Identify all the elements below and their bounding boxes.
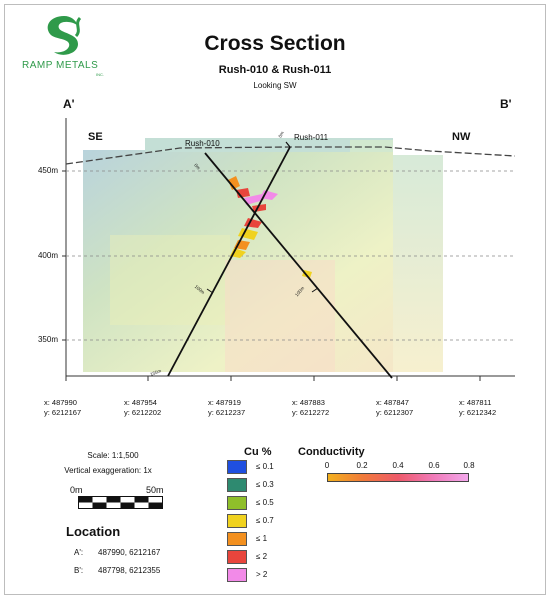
cu-legend-swatch	[227, 550, 247, 564]
figure-frame	[4, 4, 546, 595]
elevation-label: 450m	[37, 166, 58, 175]
cu-legend-title: Cu %	[244, 446, 272, 458]
location-a-label: A':	[74, 548, 84, 557]
cu-legend-label: ≤ 0.7	[256, 516, 274, 525]
cross-section-plot	[62, 118, 516, 381]
page-subtitle: Rush-010 & Rush-011	[218, 64, 332, 76]
coord-label-5: x: 487847 y: 6212307	[376, 398, 414, 417]
coord-label-2: x: 487954 y: 6212202	[124, 398, 162, 417]
logo-wordmark: RAMP METALS	[22, 60, 99, 71]
model-block-top-right	[350, 140, 393, 152]
coord-label-6: x: 487811 y: 6212342	[459, 398, 497, 417]
conductivity-tick: 0.8	[463, 461, 475, 470]
direction-nw: NW	[452, 131, 471, 143]
cu-legend-label: ≤ 2	[256, 552, 268, 561]
cu-legend-swatch	[227, 496, 247, 510]
vertical-exaggeration: Vertical exaggeration: 1x	[64, 466, 152, 475]
conductivity-tick: 0.2	[356, 461, 368, 470]
depth-tick	[206, 288, 214, 294]
conductivity-title: Conductivity	[298, 446, 365, 458]
drillhole-rush-011-trace	[167, 146, 291, 377]
coord-label-1: x: 487990 y: 6212167	[44, 398, 82, 417]
location-b-label: B':	[74, 566, 84, 575]
conductivity-tick: 0.4	[392, 461, 404, 470]
cu-interval	[260, 190, 278, 200]
logo-suffix: INC.	[96, 72, 104, 77]
scale-bar	[78, 496, 163, 509]
location-title: Location	[66, 524, 121, 539]
cu-interval	[244, 194, 264, 205]
model-block-top	[145, 138, 393, 152]
drillhole-collar-tick	[285, 141, 291, 148]
depth-tick	[311, 287, 319, 293]
section-end-left: A'	[63, 97, 75, 111]
scale-text: Scale: 1:1,500	[87, 451, 139, 460]
elevation-label: 350m	[37, 335, 58, 344]
ramp-logo-icon	[47, 16, 82, 55]
cu-legend-swatch	[227, 514, 247, 528]
coord-label-4: x: 487883 y: 6212272	[292, 398, 330, 417]
direction-se: SE	[88, 131, 103, 143]
model-zone-mid	[110, 235, 230, 325]
location-a-value: 487990, 6212167	[98, 548, 161, 557]
cu-legend-label: ≤ 0.3	[256, 480, 274, 489]
elevation-label: 400m	[37, 251, 58, 260]
scale-bar-end-label: 50m	[146, 485, 164, 495]
topographic-surface	[65, 146, 516, 165]
drillhole-rush-011-label: Rush-011	[294, 133, 329, 142]
cu-legend-label: > 2	[256, 570, 268, 579]
location-b-value: 487798, 6212355	[98, 566, 161, 575]
conductivity-tick: 0.6	[428, 461, 440, 470]
conductivity-tick: 0	[324, 461, 330, 470]
section-end-right: B'	[500, 97, 512, 111]
drillhole-rush-010-trace	[204, 152, 393, 379]
cu-legend-swatch	[227, 532, 247, 546]
cu-legend-swatch	[227, 568, 247, 582]
cu-legend-swatch	[227, 460, 247, 474]
cu-interval	[228, 176, 240, 190]
view-direction: Looking SW	[253, 81, 297, 90]
cu-legend-label: ≤ 0.5	[256, 498, 274, 507]
cu-interval	[234, 240, 250, 250]
cu-legend-label: ≤ 1	[256, 534, 268, 543]
page-title: Cross Section	[204, 32, 346, 55]
model-block-right	[393, 155, 443, 372]
cu-legend-swatch	[227, 478, 247, 492]
scale-bar-start-label: 0m	[70, 485, 83, 495]
drillhole-rush-010-label: Rush-010	[185, 139, 220, 148]
coord-label-3: x: 487919 y: 6212237	[208, 398, 246, 417]
conductivity-colorbar	[327, 473, 469, 482]
model-zone-low	[225, 260, 335, 372]
cu-legend-label: ≤ 0.1	[256, 462, 274, 471]
